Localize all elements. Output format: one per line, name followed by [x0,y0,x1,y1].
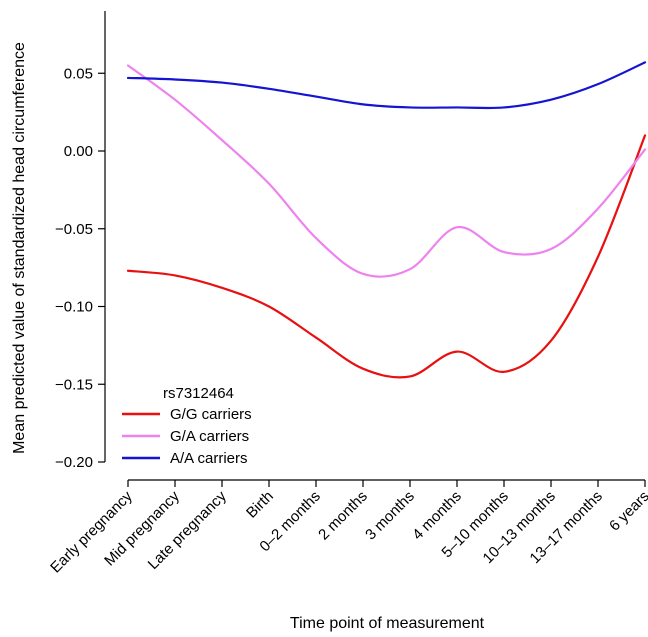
y-axis: −0.20 −0.15 −0.10 −0.05 0.00 0.05 [55,11,106,471]
series-line-a-a [126,61,647,110]
y-tick-label: −0.05 [55,221,93,238]
series-lines [126,61,647,379]
x-tick-label: 3 months [362,488,418,544]
y-tick-label: −0.10 [55,299,93,316]
y-tick-label: 0.05 [64,65,93,82]
legend: rs7312464 G/G carriers G/A carriers A/A car… [122,385,252,467]
x-tick-label: Birth [243,488,277,522]
legend-label: G/A carriers [170,428,249,445]
x-axis-title: Time point of measurement [290,615,485,632]
y-axis-title: Mean predicted value of standardized hea… [11,42,28,454]
y-tick-label: 0.00 [64,143,93,160]
x-tick-label: 2 months [315,488,371,544]
y-tick-label: −0.15 [55,376,93,393]
y-tick-label: −0.20 [55,454,93,471]
legend-label: A/A carriers [170,450,248,467]
series-line-g-g [126,134,647,379]
x-tick-label: Early pregnancy [47,487,136,576]
series-line-g-a [126,64,647,278]
x-tick-label: 6 years [606,488,648,535]
legend-label: G/G carriers [170,406,252,423]
legend-title: rs7312464 [163,385,234,402]
